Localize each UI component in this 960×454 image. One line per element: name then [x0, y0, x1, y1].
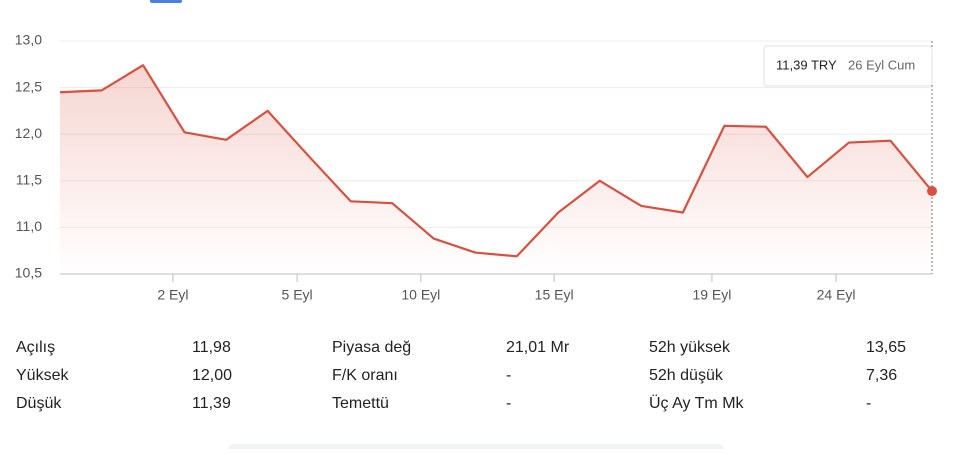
tooltip-price: 11,39 TRY [776, 57, 837, 72]
price-line [59, 64, 933, 258]
stat-value: 21,01 Mr [506, 339, 570, 356]
stat-label: F/K oranı [332, 367, 398, 384]
current-point [927, 186, 937, 197]
x-tick-label: 15 Eyl [535, 287, 574, 303]
stat-label: Piyasa değ [332, 339, 411, 356]
stat-value: 12,00 [192, 367, 232, 384]
x-tick-label: 10 Eyl [401, 287, 440, 303]
more-button[interactable] [228, 444, 724, 454]
stat-label: Üç Ay Tm Mk [649, 394, 745, 412]
stat-label: Temettü [332, 395, 389, 412]
stat-value: - [506, 367, 511, 384]
y-tick-label: 12,5 [15, 78, 42, 94]
y-tick-label: 10,5 [15, 265, 42, 281]
stat-value: - [866, 395, 871, 412]
tooltip [763, 45, 933, 87]
y-tick-label: 12,0 [15, 125, 42, 141]
tab-indicator [150, 0, 182, 3]
x-tick-label: 5 Eyl [282, 287, 313, 303]
x-tick-label: 19 Eyl [692, 287, 731, 303]
y-tick-label: 13,0 [15, 32, 42, 48]
stat-label: Yüksek [16, 367, 69, 384]
x-tick-label: 24 Eyl [817, 287, 856, 303]
stat-label: 52h yüksek [649, 339, 731, 356]
y-tick-label: 11,0 [16, 218, 42, 234]
stat-value: 7,36 [866, 367, 897, 384]
stat-value: - [506, 395, 511, 412]
stat-value: 13,65 [866, 339, 906, 356]
stat-value: 11,98 [192, 339, 231, 356]
area [60, 65, 932, 275]
stat-label: Düşük [16, 395, 62, 412]
x-tick-label: 2 Eyl [157, 287, 188, 303]
stat-label: 52h düşük [649, 367, 724, 384]
stat-value: 11,39 [192, 395, 231, 412]
stat-label: Açılış [16, 339, 55, 356]
tooltip-date: 26 Eyl Cum [848, 57, 915, 72]
y-tick-label: 11,5 [16, 172, 42, 188]
